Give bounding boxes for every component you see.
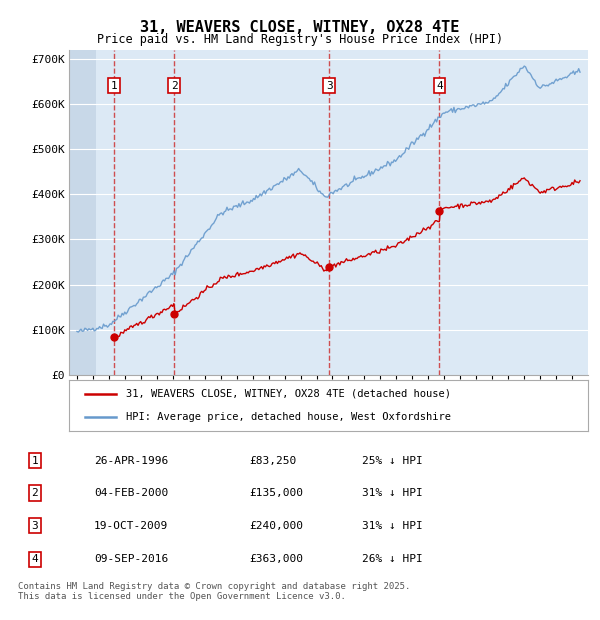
Text: Price paid vs. HM Land Registry's House Price Index (HPI): Price paid vs. HM Land Registry's House …	[97, 33, 503, 46]
Text: 4: 4	[436, 81, 443, 91]
Text: 26% ↓ HPI: 26% ↓ HPI	[362, 554, 423, 564]
Text: £240,000: £240,000	[249, 521, 303, 531]
Text: £363,000: £363,000	[249, 554, 303, 564]
Text: 19-OCT-2009: 19-OCT-2009	[94, 521, 169, 531]
Text: 1: 1	[32, 456, 38, 466]
Text: HPI: Average price, detached house, West Oxfordshire: HPI: Average price, detached house, West…	[126, 412, 451, 422]
Text: 2: 2	[171, 81, 178, 91]
Text: 31% ↓ HPI: 31% ↓ HPI	[362, 521, 423, 531]
Text: 3: 3	[326, 81, 332, 91]
Text: 3: 3	[32, 521, 38, 531]
Text: Contains HM Land Registry data © Crown copyright and database right 2025.
This d: Contains HM Land Registry data © Crown c…	[18, 582, 410, 601]
Text: 4: 4	[32, 554, 38, 564]
Text: 09-SEP-2016: 09-SEP-2016	[94, 554, 169, 564]
Text: 25% ↓ HPI: 25% ↓ HPI	[362, 456, 423, 466]
Text: 31, WEAVERS CLOSE, WITNEY, OX28 4TE: 31, WEAVERS CLOSE, WITNEY, OX28 4TE	[140, 20, 460, 35]
Text: £135,000: £135,000	[249, 488, 303, 498]
Text: 31, WEAVERS CLOSE, WITNEY, OX28 4TE (detached house): 31, WEAVERS CLOSE, WITNEY, OX28 4TE (det…	[126, 389, 451, 399]
Bar	[69, 50, 96, 375]
Text: 26-APR-1996: 26-APR-1996	[94, 456, 169, 466]
Text: 31% ↓ HPI: 31% ↓ HPI	[362, 488, 423, 498]
Text: 04-FEB-2000: 04-FEB-2000	[94, 488, 169, 498]
Text: 2: 2	[32, 488, 38, 498]
Text: £83,250: £83,250	[249, 456, 296, 466]
Text: 1: 1	[110, 81, 118, 91]
